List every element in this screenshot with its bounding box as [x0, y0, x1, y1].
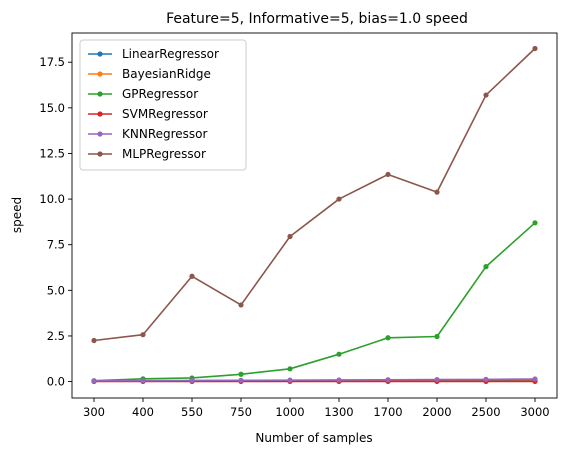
y-tick-label: 17.5 — [39, 55, 65, 69]
legend-swatch-marker — [97, 111, 103, 117]
legend-swatch-marker — [97, 91, 103, 97]
data-point-mlpregressor — [287, 233, 293, 240]
y-tick-label: 12.5 — [39, 146, 65, 160]
x-tick-label: 2500 — [471, 405, 500, 419]
data-point-mlpregressor — [189, 273, 195, 279]
data-point-mlpregressor — [91, 337, 97, 344]
data-point-knnregressor — [336, 377, 342, 383]
data-point-gpregressor — [238, 371, 244, 377]
data-point-knnregressor — [287, 377, 293, 383]
data-point-knnregressor — [91, 378, 97, 384]
legend-swatch-marker — [97, 51, 103, 57]
series-line-knnregressor — [93, 378, 536, 382]
plot-frame — [71, 32, 558, 399]
data-point-mlpregressor — [483, 92, 489, 98]
x-tick-label: 3000 — [520, 405, 549, 419]
data-point-knnregressor — [385, 377, 391, 383]
x-tick-label: 1700 — [373, 405, 402, 419]
data-point-mlpregressor — [336, 196, 342, 202]
data-point-gpregressor — [434, 333, 440, 340]
y-tick-label: 7.5 — [47, 238, 65, 252]
x-axis-label: Number of samples — [255, 431, 372, 445]
series-line-mlpregressor — [93, 47, 536, 342]
chart-title: Feature=5, Informative=5, bias=1.0 speed — [166, 11, 468, 27]
legend-label: KNNRegressor — [122, 127, 208, 141]
x-tick-label: 750 — [230, 405, 252, 419]
y-tick-label: 5.0 — [47, 283, 65, 297]
y-tick-label: 15.0 — [39, 101, 65, 115]
data-point-mlpregressor — [434, 189, 440, 195]
x-tick-label: 2000 — [422, 405, 451, 419]
data-point-gpregressor — [532, 220, 538, 226]
legend-label: SVMRegressor — [122, 107, 208, 121]
data-point-knnregressor — [434, 376, 440, 383]
data-point-gpregressor — [287, 366, 293, 372]
x-tick-label: 550 — [181, 405, 203, 419]
data-point-mlpregressor — [238, 302, 244, 308]
y-tick-label: 10.0 — [39, 192, 65, 206]
y-tick-label: 2.5 — [47, 329, 65, 343]
data-point-gpregressor — [385, 335, 391, 341]
data-point-mlpregressor — [140, 332, 146, 338]
x-tick-label: 300 — [83, 405, 105, 419]
data-point-knnregressor — [532, 376, 538, 382]
legend-box — [79, 39, 247, 171]
data-point-mlpregressor — [385, 171, 391, 178]
legend-label: MLPRegressor — [122, 147, 206, 161]
series-line-gpregressor — [93, 222, 536, 382]
legend: LinearRegressor BayesianRidge GPRegressor S… — [79, 39, 247, 171]
data-point-gpregressor — [336, 351, 342, 357]
x-tick-label: 1300 — [324, 405, 353, 419]
data-point-knnregressor — [140, 378, 146, 384]
data-point-knnregressor — [189, 377, 195, 384]
x-tick-label: 400 — [132, 405, 154, 419]
data-point-mlpregressor — [532, 45, 538, 52]
legend-swatch-marker — [97, 71, 103, 77]
data-point-knnregressor — [483, 376, 489, 382]
data-point-knnregressor — [238, 377, 244, 383]
legend-label: LinearRegressor — [122, 47, 219, 61]
x-tick-label: 1000 — [275, 405, 304, 419]
legend-swatch-marker — [97, 131, 103, 137]
y-axis-label: speed — [10, 197, 24, 233]
legend-label: GPRegressor — [122, 87, 198, 101]
y-tick-label: 0.0 — [47, 375, 65, 389]
data-point-gpregressor — [483, 264, 489, 270]
legend-label: BayesianRidge — [122, 67, 211, 81]
legend-swatch-marker — [97, 151, 103, 157]
